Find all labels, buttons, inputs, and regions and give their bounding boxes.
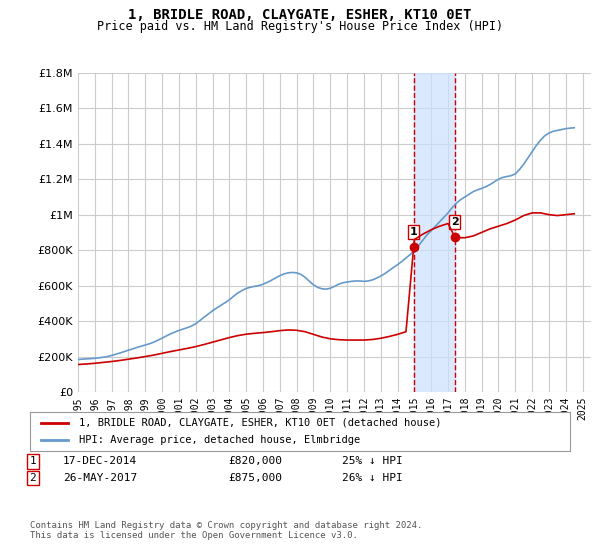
Text: Contains HM Land Registry data © Crown copyright and database right 2024.
This d: Contains HM Land Registry data © Crown c… bbox=[30, 521, 422, 540]
Text: 26-MAY-2017: 26-MAY-2017 bbox=[63, 473, 137, 483]
Text: 2: 2 bbox=[451, 217, 458, 227]
Text: 17-DEC-2014: 17-DEC-2014 bbox=[63, 456, 137, 466]
Text: 1: 1 bbox=[410, 227, 418, 237]
Text: 1, BRIDLE ROAD, CLAYGATE, ESHER, KT10 0ET: 1, BRIDLE ROAD, CLAYGATE, ESHER, KT10 0E… bbox=[128, 8, 472, 22]
Text: 25% ↓ HPI: 25% ↓ HPI bbox=[342, 456, 403, 466]
Text: Price paid vs. HM Land Registry's House Price Index (HPI): Price paid vs. HM Land Registry's House … bbox=[97, 20, 503, 32]
Text: 2: 2 bbox=[29, 473, 37, 483]
Text: £875,000: £875,000 bbox=[228, 473, 282, 483]
Text: £820,000: £820,000 bbox=[228, 456, 282, 466]
Bar bbox=[414, 73, 455, 392]
Text: 26% ↓ HPI: 26% ↓ HPI bbox=[342, 473, 403, 483]
Text: 1: 1 bbox=[29, 456, 37, 466]
Text: HPI: Average price, detached house, Elmbridge: HPI: Average price, detached house, Elmb… bbox=[79, 435, 360, 445]
Text: 1, BRIDLE ROAD, CLAYGATE, ESHER, KT10 0ET (detached house): 1, BRIDLE ROAD, CLAYGATE, ESHER, KT10 0E… bbox=[79, 418, 441, 428]
